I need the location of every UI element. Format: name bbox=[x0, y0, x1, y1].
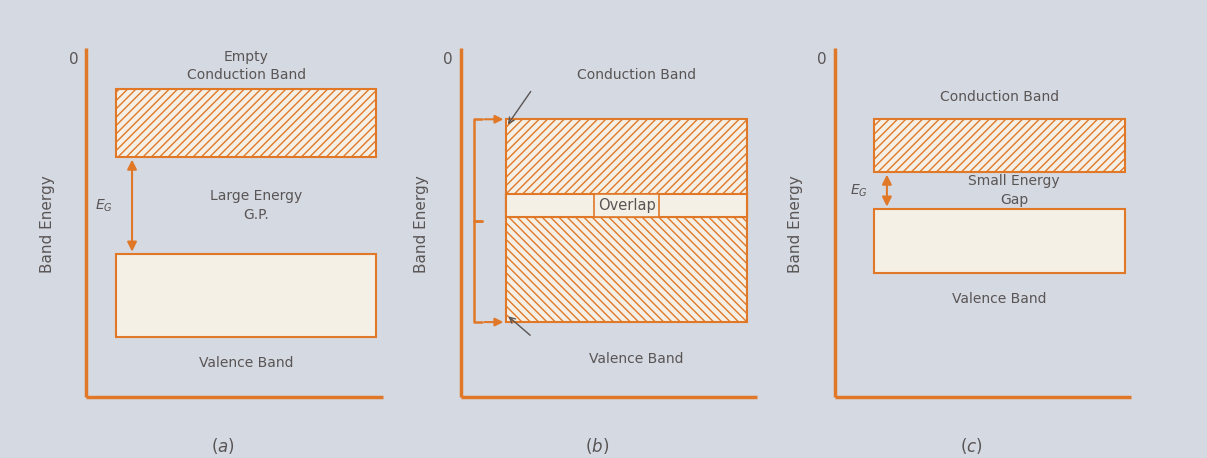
Bar bbox=[116, 255, 377, 337]
Text: 0: 0 bbox=[443, 52, 453, 67]
Text: Band Energy: Band Energy bbox=[414, 175, 428, 273]
Text: 0: 0 bbox=[69, 52, 78, 67]
Bar bbox=[116, 89, 377, 157]
Bar bbox=[506, 194, 747, 217]
Text: Large Energy
G.P.: Large Energy G.P. bbox=[210, 190, 302, 222]
Text: 0: 0 bbox=[817, 52, 827, 67]
Text: Valence Band: Valence Band bbox=[199, 356, 293, 370]
Text: $(c)$: $(c)$ bbox=[961, 436, 982, 456]
Bar bbox=[506, 119, 747, 217]
Text: $(a)$: $(a)$ bbox=[211, 436, 235, 456]
Bar bbox=[874, 119, 1125, 172]
Text: $(b)$: $(b)$ bbox=[585, 436, 610, 456]
Text: Empty
Conduction Band: Empty Conduction Band bbox=[187, 50, 305, 82]
Text: $E_G$: $E_G$ bbox=[94, 197, 112, 214]
Bar bbox=[506, 194, 747, 322]
Text: Valence Band: Valence Band bbox=[589, 352, 684, 366]
Text: $E_G$: $E_G$ bbox=[850, 182, 868, 199]
Bar bbox=[874, 209, 1125, 273]
Text: Overlap: Overlap bbox=[597, 198, 655, 213]
Text: Band Energy: Band Energy bbox=[40, 175, 54, 273]
Text: Small Energy
Gap: Small Energy Gap bbox=[968, 174, 1060, 207]
Text: Conduction Band: Conduction Band bbox=[577, 68, 696, 82]
Text: Valence Band: Valence Band bbox=[952, 292, 1046, 306]
Text: Conduction Band: Conduction Band bbox=[940, 90, 1059, 104]
Text: Band Energy: Band Energy bbox=[788, 175, 803, 273]
